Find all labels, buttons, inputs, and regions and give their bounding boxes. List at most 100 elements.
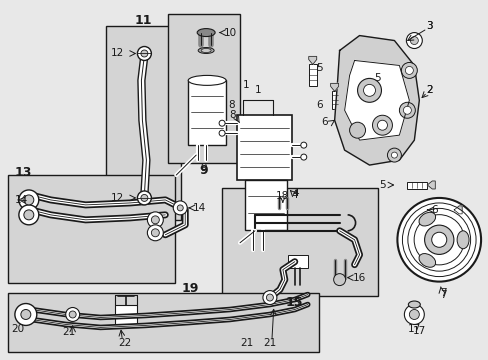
Text: 5: 5 [373, 73, 380, 84]
Circle shape [386, 148, 401, 162]
Polygon shape [427, 181, 434, 189]
Circle shape [349, 122, 365, 138]
Circle shape [405, 67, 412, 75]
Bar [105, 26, 181, 220]
Text: 1: 1 [242, 80, 249, 90]
Ellipse shape [300, 142, 306, 148]
Polygon shape [344, 60, 408, 140]
Polygon shape [330, 84, 338, 91]
Text: 12: 12 [111, 193, 124, 203]
Text: 9: 9 [200, 163, 208, 176]
Circle shape [137, 46, 151, 60]
Circle shape [141, 194, 147, 201]
Text: 16: 16 [352, 273, 365, 283]
Text: 14: 14 [193, 203, 206, 213]
Polygon shape [334, 36, 419, 165]
Circle shape [24, 210, 34, 220]
Circle shape [424, 225, 453, 255]
Text: 21: 21 [62, 327, 75, 337]
Text: 6: 6 [321, 117, 327, 127]
Text: 17: 17 [412, 327, 425, 336]
Text: 2: 2 [425, 85, 432, 95]
Circle shape [173, 201, 187, 215]
Text: 12: 12 [111, 49, 124, 58]
Bar [287, 255, 307, 268]
Bar [115, 305, 137, 327]
Bar [331, 91, 338, 109]
Text: 22: 22 [118, 338, 131, 348]
Circle shape [141, 50, 147, 57]
Circle shape [397, 198, 480, 282]
Text: 2: 2 [425, 85, 432, 95]
Bar [8, 175, 175, 283]
Polygon shape [308, 57, 316, 64]
Text: 15: 15 [287, 297, 301, 307]
Circle shape [147, 225, 163, 241]
Bar [188, 80, 225, 145]
Circle shape [151, 216, 159, 224]
Ellipse shape [219, 120, 224, 126]
Circle shape [151, 229, 159, 237]
Circle shape [65, 307, 80, 321]
Text: 4: 4 [292, 188, 299, 198]
Circle shape [372, 115, 392, 135]
Bar [222, 188, 378, 296]
Ellipse shape [418, 212, 435, 226]
Circle shape [403, 106, 410, 114]
Circle shape [266, 294, 273, 301]
Circle shape [333, 274, 345, 285]
Bar [168, 14, 240, 163]
Circle shape [137, 191, 151, 205]
Text: 8: 8 [228, 100, 235, 110]
Text: 6: 6 [316, 100, 323, 110]
Ellipse shape [198, 48, 214, 54]
Ellipse shape [201, 49, 211, 53]
Circle shape [147, 212, 163, 228]
Circle shape [377, 120, 386, 130]
Text: 11: 11 [134, 14, 152, 27]
Bar [407, 182, 427, 189]
Text: 18: 18 [276, 191, 289, 201]
Text: 7: 7 [439, 288, 446, 298]
Text: 8: 8 [229, 110, 236, 120]
Circle shape [406, 32, 422, 49]
Circle shape [177, 205, 183, 211]
Text: 21: 21 [263, 338, 276, 348]
Circle shape [431, 232, 446, 247]
Text: 4: 4 [291, 190, 298, 200]
Circle shape [21, 310, 31, 319]
Ellipse shape [407, 301, 420, 308]
Circle shape [408, 310, 419, 319]
Circle shape [402, 203, 475, 276]
Text: 3: 3 [425, 21, 432, 31]
Text: 7: 7 [439, 289, 446, 300]
Bar [308, 64, 316, 86]
Text: 10: 10 [224, 28, 237, 37]
Circle shape [15, 303, 37, 325]
Text: 21: 21 [240, 338, 253, 348]
Text: 6: 6 [430, 205, 437, 215]
Ellipse shape [197, 28, 215, 37]
Text: 15: 15 [285, 296, 303, 309]
Text: 13: 13 [15, 166, 32, 179]
Circle shape [357, 78, 381, 102]
Text: 17: 17 [407, 324, 420, 334]
Circle shape [390, 152, 397, 158]
Circle shape [407, 208, 469, 271]
Text: 14: 14 [15, 195, 28, 205]
Circle shape [413, 215, 464, 265]
Ellipse shape [456, 231, 468, 249]
Circle shape [409, 37, 417, 45]
Bar [8, 293, 318, 352]
Bar [435, 207, 453, 213]
Circle shape [69, 311, 76, 318]
Circle shape [19, 190, 39, 210]
Ellipse shape [219, 130, 224, 136]
Circle shape [404, 305, 424, 324]
Text: 5: 5 [378, 180, 385, 190]
Circle shape [19, 205, 39, 225]
Ellipse shape [188, 75, 225, 85]
Circle shape [401, 62, 416, 78]
Circle shape [24, 195, 34, 205]
Text: 19: 19 [181, 282, 199, 295]
